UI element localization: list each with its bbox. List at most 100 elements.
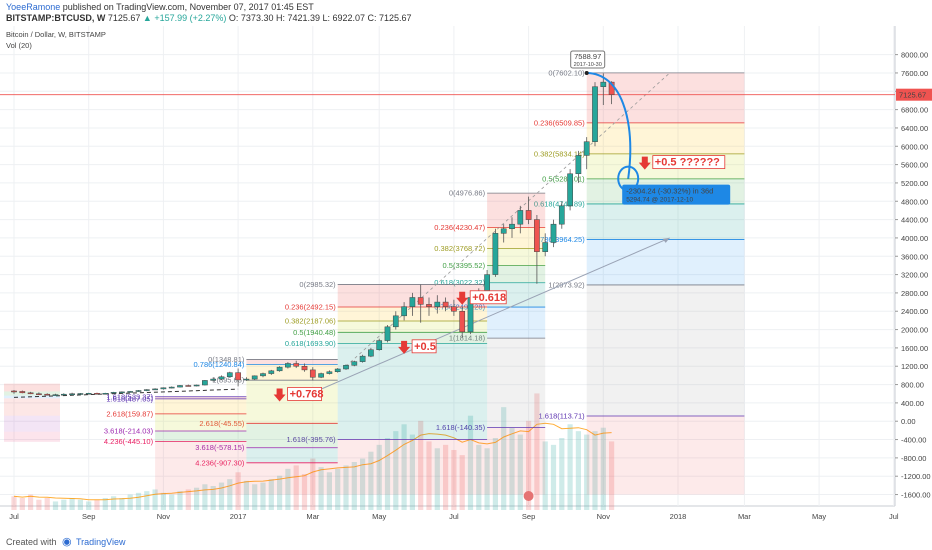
volume-bar — [451, 450, 457, 510]
fib-level-label: 1.618(487.05) — [106, 394, 153, 403]
volume-bar — [69, 498, 75, 510]
left-fib-zone — [4, 415, 60, 432]
volume-bar — [19, 498, 25, 510]
grid-layer — [0, 26, 895, 506]
volume-bar — [243, 480, 249, 510]
volume-bar — [111, 496, 117, 510]
fib-zone — [155, 398, 247, 414]
top-point — [584, 70, 589, 75]
volume-bar — [301, 474, 308, 510]
candle-body — [351, 361, 358, 366]
fib-zone — [586, 239, 745, 285]
fib-level-label: 4.236(-445.10) — [104, 437, 154, 446]
volume-bar — [492, 438, 498, 510]
fib-zone — [155, 413, 247, 432]
fib-level-label: 1(895.65) — [212, 376, 245, 385]
candle-body — [558, 205, 565, 225]
candle-body — [343, 365, 349, 370]
fib-zone — [337, 321, 488, 333]
author-link[interactable]: YoeeRamone — [6, 2, 61, 12]
support-trendline — [320, 237, 670, 390]
fib-zone — [246, 359, 338, 365]
event-flag-icon — [523, 491, 534, 501]
volume-bar — [426, 441, 432, 510]
fib-level-label: 0.5(3395.52) — [443, 261, 486, 270]
volume-bar — [443, 444, 449, 510]
measure-box — [622, 184, 731, 205]
volume-bar — [534, 393, 540, 510]
volume-bar — [509, 427, 515, 510]
callout-05-label: +0.5 — [414, 341, 436, 353]
x-tick-label: 2017 — [230, 512, 247, 521]
volume-legend: Vol (20) — [6, 41, 32, 50]
candle-body — [301, 365, 308, 371]
candle-body — [500, 228, 507, 234]
candle-body — [85, 393, 92, 395]
price-chart[interactable]: 0(7602.10) 0.236(6509.85) 0.382(5834.14) 0.… — [0, 26, 932, 534]
candle-body — [110, 392, 117, 394]
candle-body — [94, 393, 100, 395]
candle-body — [368, 349, 374, 357]
y-tick-label: -1200.00 — [901, 472, 931, 481]
candle-body — [168, 386, 175, 389]
y-tick-label: -400.00 — [901, 436, 926, 445]
x-tick-label: Jul — [889, 512, 899, 521]
fib-zone — [246, 423, 338, 448]
candle-body — [359, 355, 366, 362]
main-callout-box — [652, 155, 726, 170]
volume-bar — [310, 458, 316, 510]
candle-layer — [11, 73, 615, 396]
x-tick-label: Sep — [82, 512, 95, 521]
volume-bar — [584, 434, 590, 510]
volume-bar — [459, 455, 465, 510]
x-tick-label: Sep — [522, 512, 535, 521]
volume-layer — [11, 393, 615, 510]
fib-zone — [586, 284, 745, 417]
candle-body — [102, 393, 109, 395]
volume-bar — [376, 444, 382, 510]
volume-bar — [227, 479, 233, 510]
fib-level-label: 1.618(113.71) — [539, 412, 586, 421]
volume-bar — [218, 482, 225, 510]
tradingview-brand[interactable]: TradingView — [76, 537, 126, 547]
fib-zone — [155, 441, 247, 495]
y-tick-label: -1600.00 — [901, 491, 931, 500]
left-fib-zone — [4, 383, 60, 392]
candle-body — [243, 378, 250, 381]
volume-bar — [144, 491, 150, 510]
x-tick-label: Nov — [597, 512, 611, 521]
candle-body — [218, 376, 225, 380]
candle-body — [392, 315, 399, 328]
x-tick-label: Jul — [9, 512, 19, 521]
volume-bar — [326, 472, 332, 510]
red-down-arrow-icon — [638, 156, 651, 170]
fib-level-label: 0.786(1240.84) — [194, 360, 245, 369]
candle-body — [376, 340, 383, 350]
candle-body — [177, 385, 183, 388]
main-callout-label: +0.5 ?????? — [655, 157, 720, 169]
volume-bar — [52, 501, 59, 510]
y-tick-label: 0.00 — [901, 417, 916, 426]
candle-body — [567, 173, 573, 207]
volume-bar — [160, 492, 166, 510]
left-fib-zone — [4, 395, 60, 399]
candle-body — [193, 384, 200, 387]
fib-level-label: 0.382(3768.72) — [434, 244, 485, 253]
symbol-label: BITSTAMP:BTCUSD, W — [6, 13, 106, 23]
diagonal-dashed-line — [345, 72, 670, 367]
candle-body — [119, 391, 125, 394]
fib-level-label: 1(1814.18) — [449, 334, 486, 343]
callout-768-label: +0.768 — [290, 388, 324, 400]
candle-body — [534, 219, 540, 252]
fib-level-label: 0.5(1940.48) — [293, 328, 336, 337]
fib-zone — [246, 447, 338, 463]
volume-bar — [368, 451, 374, 510]
x-tick-label: May — [372, 512, 386, 521]
candle-body — [276, 366, 283, 372]
volume-bar — [177, 491, 183, 510]
y-tick-label: 800.00 — [901, 381, 924, 390]
volume-bar — [550, 444, 557, 510]
volume-bar — [559, 438, 565, 510]
candle-body — [434, 301, 441, 307]
volume-bar — [600, 427, 606, 510]
